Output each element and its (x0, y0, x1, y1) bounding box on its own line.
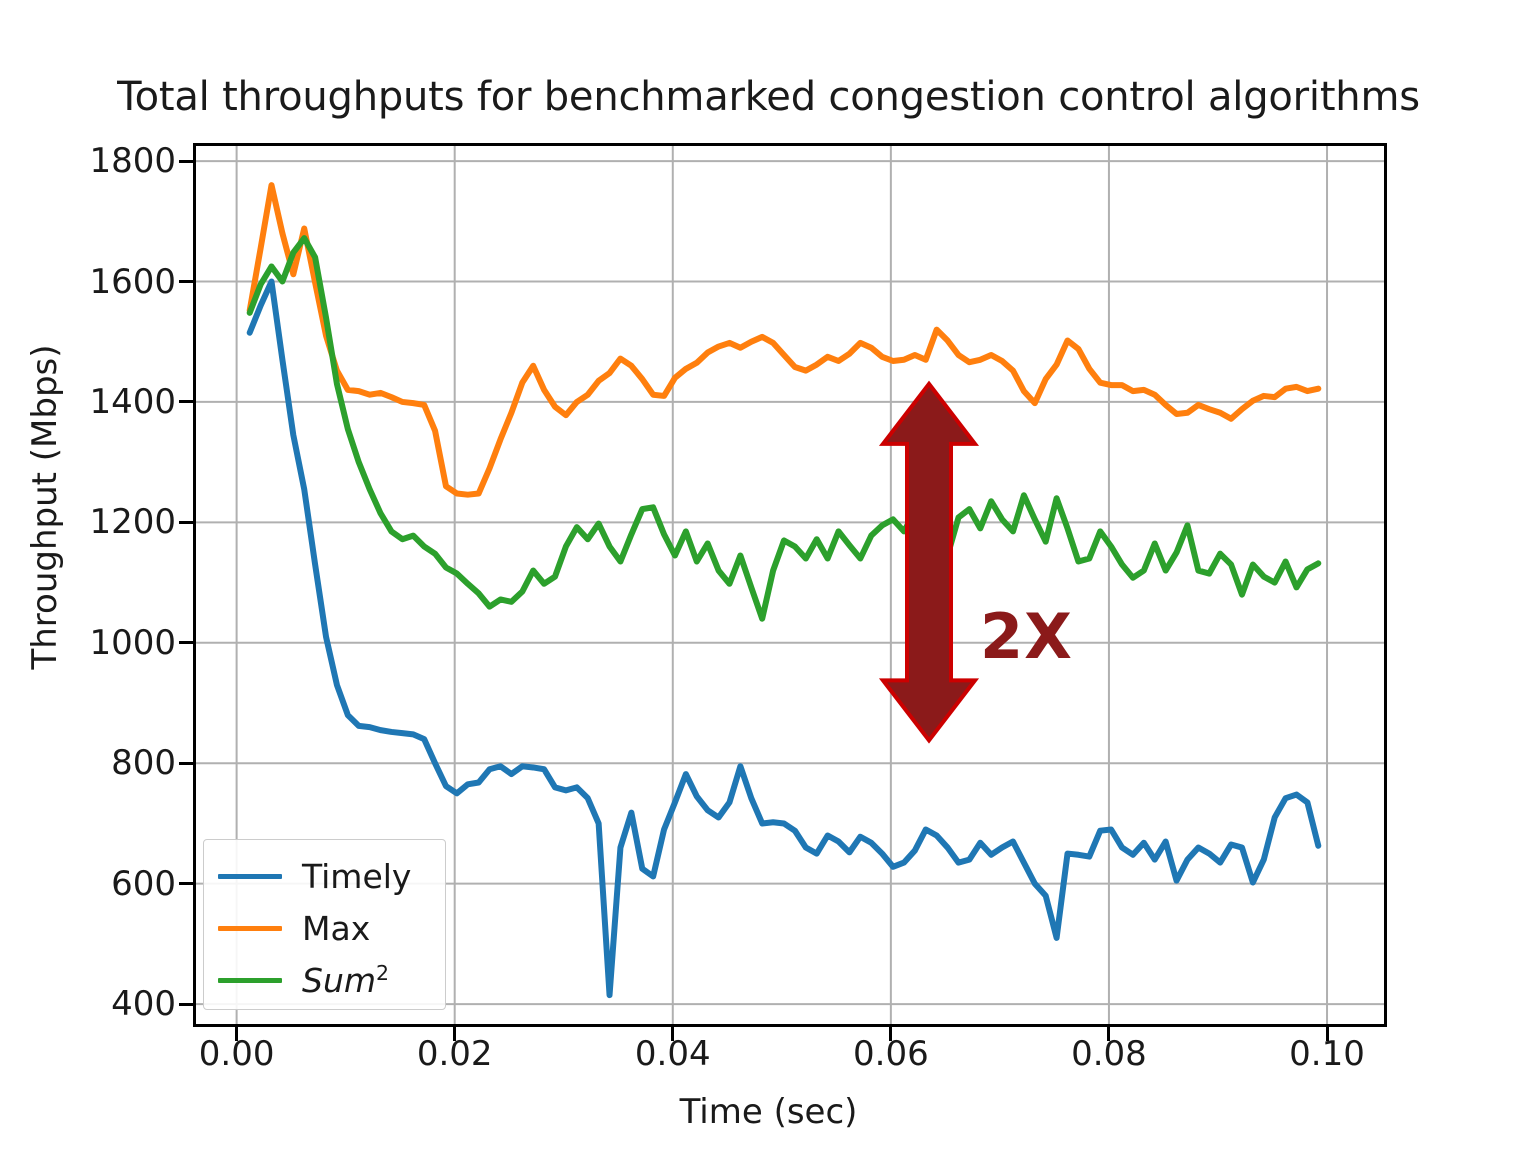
legend[interactable]: Timely Max Sum2 (203, 839, 446, 1010)
y-tick-mark (179, 520, 193, 524)
y-tick-mark (179, 641, 193, 645)
y-tick-mark (179, 280, 193, 283)
series-lines (246, 182, 1322, 999)
y-tick-mark (179, 1002, 193, 1006)
x-tick-mark (889, 1027, 893, 1041)
x-axis-label: Time (sec) (679, 1092, 858, 1132)
legend-item[interactable]: Max (204, 900, 447, 957)
plot-border (193, 143, 1387, 1027)
legend-label-superscript: 2 (376, 961, 390, 985)
x-tick-mark (1325, 1027, 1329, 1041)
gridlines (193, 143, 1387, 1027)
x-tick-mark (1107, 1027, 1111, 1041)
annotation-arrow (878, 380, 980, 744)
legend-swatch (218, 926, 282, 931)
y-tick-mark (179, 761, 193, 765)
y-tick-label: 1400 (89, 381, 176, 422)
y-tick-mark (179, 159, 193, 163)
legend-label: Timely (302, 857, 412, 896)
legend-label: Sum2 (302, 961, 390, 1000)
y-tick-label: 600 (111, 863, 176, 904)
chart-title: Total throughputs for benchmarked conges… (117, 74, 1420, 120)
y-axis-tick-labels: 400 600 800 1000 1200 1400 1600 1800 (0, 0, 176, 1154)
double-arrow-shape (878, 380, 980, 744)
y-tick-label: 400 (111, 984, 176, 1025)
annotation-2x-label: 2X (980, 600, 1073, 673)
legend-item[interactable]: Timely (204, 848, 447, 905)
y-tick-label: 1200 (89, 502, 176, 543)
legend-swatch (218, 874, 282, 879)
y-tick-label: 800 (111, 743, 176, 784)
x-tick-mark (235, 1027, 239, 1041)
series-line-timely (246, 278, 1322, 999)
series-line-max (246, 182, 1322, 498)
plot-canvas (193, 143, 1387, 1027)
x-tick-mark (671, 1027, 675, 1041)
y-tick-mark (179, 882, 193, 886)
plot-area (193, 143, 1387, 1027)
x-tick-mark (453, 1027, 457, 1041)
y-tick-label: 1600 (89, 261, 176, 302)
y-tick-label: 1800 (89, 141, 176, 182)
y-axis-label: Throughput (Mbps) (25, 344, 65, 670)
y-tick-label: 1000 (89, 622, 176, 663)
legend-swatch (218, 978, 282, 983)
legend-item[interactable]: Sum2 (204, 952, 447, 1009)
y-tick-mark (179, 400, 193, 404)
legend-label: Max (302, 909, 371, 948)
series-line-sum-2 (246, 235, 1322, 622)
